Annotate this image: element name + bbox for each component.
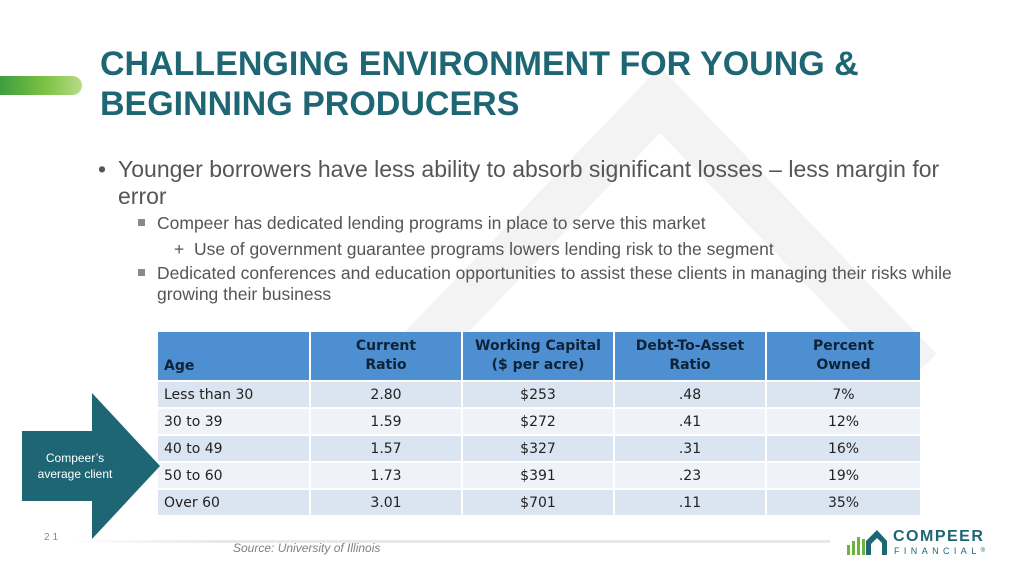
- bullet-sub-1-child-text: Use of government guarantee programs low…: [194, 239, 774, 259]
- cell-percent-owned: 7%: [766, 380, 920, 408]
- table-row: 30 to 39 1.59 $272 .41 12%: [158, 407, 920, 435]
- callout-line-2: average client: [37, 467, 113, 481]
- page-number: 21: [44, 532, 62, 543]
- table-header-row: Age Current Ratio Working Capital ($ per a…: [158, 332, 920, 381]
- cell-age: Over 60: [158, 488, 311, 515]
- cell-current-ratio: 1.73: [310, 461, 463, 489]
- bullet-main: • Younger borrowers have less ability to…: [96, 156, 976, 210]
- cell-age: 30 to 39: [158, 407, 311, 435]
- bullet-sub-1: Compeer has dedicated lending programs i…: [96, 213, 976, 234]
- bullet-sub-2-text: Dedicated conferences and education oppo…: [157, 263, 952, 304]
- bullet-sub-2: Dedicated conferences and education oppo…: [96, 263, 976, 305]
- cell-percent-owned: 16%: [766, 434, 920, 462]
- cell-current-ratio: 3.01: [310, 488, 463, 515]
- bullet-list: • Younger borrowers have less ability to…: [96, 156, 976, 305]
- cell-age: 40 to 49: [158, 434, 311, 462]
- bullet-dot-icon: •: [98, 156, 107, 182]
- header-percent-owned: Percent Owned: [766, 332, 920, 381]
- callout-arrow-icon: [22, 393, 160, 539]
- cell-working-capital: $253: [462, 380, 615, 408]
- cell-working-capital: $272: [462, 407, 615, 435]
- plus-bullet-icon: +: [174, 239, 185, 259]
- title-line-2: BEGINNING PRODUCERS: [100, 85, 520, 123]
- cell-current-ratio: 1.57: [310, 434, 463, 462]
- cell-percent-owned: 19%: [766, 461, 920, 489]
- compeer-logo-icon: [847, 530, 887, 555]
- cell-percent-owned: 35%: [766, 488, 920, 515]
- cell-debt-to-asset: .31: [614, 434, 767, 462]
- cell-debt-to-asset: .41: [614, 407, 767, 435]
- bullet-sub-1-text: Compeer has dedicated lending programs i…: [157, 213, 706, 233]
- cell-debt-to-asset: .11: [614, 488, 767, 515]
- table-row: 40 to 49 1.57 $327 .31 16%: [158, 434, 920, 462]
- footer-divider: [70, 540, 830, 543]
- cell-percent-owned: 12%: [766, 407, 920, 435]
- source-note: Source: University of Illinois: [233, 541, 381, 555]
- header-age: Age: [158, 332, 311, 381]
- cell-working-capital: $327: [462, 434, 615, 462]
- cell-working-capital: $391: [462, 461, 615, 489]
- cell-age: 50 to 60: [158, 461, 311, 489]
- cell-debt-to-asset: .48: [614, 380, 767, 408]
- age-metrics-table: Age Current Ratio Working Capital ($ per a…: [158, 332, 920, 515]
- slide-title: CHALLENGING ENVIRONMENT FOR YOUNG & BEGI…: [100, 44, 1000, 124]
- house-watermark-icon: [383, 70, 937, 386]
- cell-working-capital: $701: [462, 488, 615, 515]
- header-debt-to-asset: Debt-To-Asset Ratio: [614, 332, 767, 381]
- cell-current-ratio: 2.80: [310, 380, 463, 408]
- bullet-main-text: Younger borrowers have less ability to a…: [118, 156, 940, 209]
- logo-subtitle: FINANCIAL®: [894, 546, 986, 556]
- header-current-ratio: Current Ratio: [310, 332, 463, 381]
- square-bullet-icon: [138, 269, 145, 276]
- cell-age: Less than 30: [158, 380, 311, 408]
- callout-line-1: Compeer’s: [45, 451, 105, 465]
- logo-name: COMPEER: [893, 528, 985, 545]
- square-bullet-icon: [138, 219, 145, 226]
- table-row: Less than 30 2.80 $253 .48 7%: [158, 380, 920, 408]
- callout-label: Compeer’s average client: [26, 450, 124, 482]
- header-working-capital: Working Capital ($ per acre): [462, 332, 615, 381]
- cell-current-ratio: 1.59: [310, 407, 463, 435]
- cell-debt-to-asset: .23: [614, 461, 767, 489]
- table-row: Over 60 3.01 $701 .11 35%: [158, 488, 920, 515]
- bullet-sub-1-child: + Use of government guarantee programs l…: [96, 239, 976, 260]
- accent-bar: [0, 76, 82, 95]
- title-line-1: CHALLENGING ENVIRONMENT FOR YOUNG &: [100, 45, 859, 83]
- table-row: 50 to 60 1.73 $391 .23 19%: [158, 461, 920, 489]
